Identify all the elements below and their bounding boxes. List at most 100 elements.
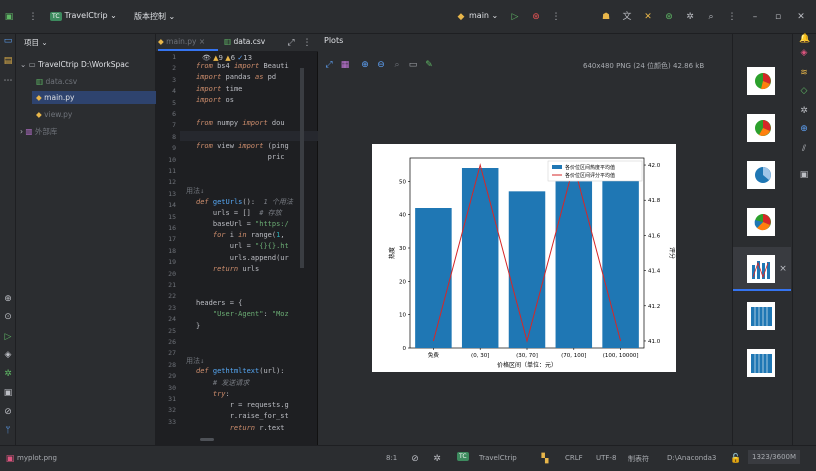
- python-console-icon[interactable]: ⊙: [4, 312, 12, 322]
- fit-image-icon[interactable]: ⤢: [325, 60, 333, 70]
- bar: [508, 191, 546, 348]
- database-icon[interactable]: ≋: [800, 68, 808, 78]
- ai-status-icon[interactable]: ✲: [433, 454, 441, 464]
- weak-warning-icon: ▲: [225, 54, 231, 62]
- close-icon[interactable]: ✕: [797, 12, 805, 22]
- copy-image-icon[interactable]: ▭: [408, 60, 418, 70]
- actual-size-icon[interactable]: ⌕: [394, 60, 400, 70]
- python-interpreter[interactable]: D:\Anaconda3: [667, 454, 717, 462]
- project-panel: 项目 ⌄ ⌄ ▭ TravelCtrip D:\WorkSpac ▥ data.…: [16, 34, 168, 445]
- tab-data-csv[interactable]: ▥ data.csv: [224, 37, 280, 51]
- line-number: 27: [168, 349, 176, 358]
- run-config-selector[interactable]: main ⌄: [469, 11, 499, 20]
- grid-icon[interactable]: ▦: [340, 60, 350, 70]
- tree-item-main-py[interactable]: ◆ main.py: [32, 91, 168, 104]
- main-menu-icon[interactable]: ⋮: [28, 12, 38, 22]
- plot-thumbnail-4[interactable]: [747, 208, 775, 236]
- copilot-icon[interactable]: ◈: [800, 48, 808, 58]
- project-switcher[interactable]: TC TravelCtrip ⌄: [50, 11, 117, 21]
- git-icon[interactable]: ᛘ: [5, 426, 11, 436]
- color-picker-icon[interactable]: ✎: [425, 60, 433, 70]
- settings-icon[interactable]: ⋮: [727, 12, 737, 22]
- plots-panel: Plots ⋮ – ⤢ ▦ ⊕ ⊖ ⌕ ▭ ✎ 640x480 PNG (24 …: [318, 34, 781, 445]
- python-packages-icon[interactable]: ⊕: [4, 294, 12, 304]
- ai-assistant-icon[interactable]: ✲: [686, 12, 694, 22]
- tools-icon[interactable]: ✕: [644, 12, 652, 22]
- code-line-18: urls.append(ur: [196, 254, 289, 262]
- vcs-menu[interactable]: 版本控制 ⌄: [134, 12, 176, 21]
- coverage-icon[interactable]: ◇: [800, 86, 808, 96]
- readonly-icon[interactable]: ⊘: [411, 454, 419, 464]
- code-editor[interactable]: ◆ main.py × ▥ data.csv ⤢ ⋮ 👁 ▲9 ▲6 ✓13 1…: [156, 34, 318, 445]
- terminal-icon[interactable]: ▣: [3, 388, 13, 398]
- plot-thumbnails: ×: [732, 34, 792, 445]
- users-icon[interactable]: ☗: [601, 12, 611, 22]
- plot-thumbnail-7[interactable]: [747, 349, 775, 377]
- code-line-3: import time: [196, 85, 243, 93]
- vertical-scrollbar[interactable]: [300, 68, 304, 268]
- run-icon[interactable]: ▷: [511, 12, 519, 22]
- debug-icon[interactable]: ⊛: [532, 12, 540, 22]
- close-thumbnail-icon[interactable]: ×: [779, 264, 787, 274]
- minimize-icon[interactable]: –: [752, 12, 758, 22]
- project-badge: TC: [50, 12, 62, 21]
- run-tool-icon[interactable]: ▷: [4, 332, 12, 342]
- more-actions-icon[interactable]: ⋮: [551, 12, 561, 22]
- line-number: 6: [172, 110, 176, 118]
- tree-item-data-csv[interactable]: ▥ data.csv: [36, 75, 176, 88]
- inspection-widget[interactable]: 👁 ▲9 ▲6 ✓13: [200, 54, 255, 64]
- problems-icon[interactable]: ⊘: [4, 407, 12, 417]
- close-tab-icon[interactable]: ×: [198, 37, 206, 46]
- python-packages-right-icon[interactable]: ⊕: [800, 124, 808, 134]
- code-line-17: url = "{}{}.ht: [196, 242, 289, 250]
- translate-icon[interactable]: 文: [622, 12, 632, 22]
- tree-external-libs[interactable]: › ▥ 外部库: [20, 127, 58, 136]
- python-icon: ◆: [457, 12, 465, 22]
- project-tool-icon[interactable]: ▭: [3, 36, 13, 46]
- plot-thumbnail-5[interactable]: [747, 255, 775, 283]
- tree-item-view-py[interactable]: ◆ view.py: [36, 108, 176, 121]
- horizontal-scrollbar[interactable]: [200, 438, 214, 441]
- y-tick-label: 20: [399, 279, 406, 285]
- lock-icon[interactable]: 🔓: [730, 454, 742, 464]
- memory-indicator[interactable]: 1323/3600M: [748, 450, 801, 464]
- caret-position[interactable]: 8:1: [386, 454, 398, 462]
- plot-thumbnail-2[interactable]: [747, 114, 775, 142]
- indent-setting[interactable]: 制表符: [628, 455, 649, 463]
- plot-thumbnail-6[interactable]: [747, 302, 775, 330]
- search-icon[interactable]: ⌕: [708, 12, 714, 22]
- code-line-19: return urls: [212, 265, 260, 273]
- documentation-icon[interactable]: ▣: [799, 170, 809, 180]
- line-separator[interactable]: CRLF: [565, 454, 583, 462]
- services-icon[interactable]: ◈: [4, 350, 12, 360]
- file-encoding[interactable]: UTF-8: [596, 454, 617, 462]
- expand-editor-icon[interactable]: ⤢: [287, 38, 295, 48]
- status-project[interactable]: TravelCtrip: [479, 454, 517, 462]
- more-tools-icon[interactable]: ⋯: [3, 76, 13, 86]
- reader-mode-icon[interactable]: 👁: [202, 54, 211, 62]
- app-logo-icon: ▣: [4, 12, 14, 22]
- editor-more-icon[interactable]: ⋮: [302, 38, 312, 48]
- plots-tool-icon[interactable]: ⫽: [801, 144, 806, 154]
- zoom-out-icon[interactable]: ⊖: [377, 60, 385, 70]
- plot-thumbnail-1[interactable]: [747, 67, 775, 95]
- line-number: 11: [168, 167, 176, 175]
- tree-root[interactable]: ⌄ ▭ TravelCtrip D:\WorkSpac: [20, 60, 130, 69]
- y-tick-label: 10: [399, 313, 406, 319]
- maximize-icon[interactable]: ▫: [774, 12, 782, 22]
- project-panel-header[interactable]: 项目 ⌄: [24, 38, 48, 47]
- plot-thumbnail-3[interactable]: [747, 161, 775, 189]
- line-number: 19: [168, 258, 176, 267]
- plot-thumbnail-selected-row[interactable]: ×: [733, 247, 791, 291]
- sciview-icon[interactable]: ✲: [800, 106, 808, 116]
- notifications-icon[interactable]: 🔔: [799, 34, 811, 44]
- editor-tabs: ◆ main.py × ▥ data.csv ⤢ ⋮: [156, 34, 318, 52]
- structure-tool-icon[interactable]: ▤: [3, 56, 13, 66]
- tab-main-py[interactable]: ◆ main.py ×: [158, 37, 218, 51]
- plugin-icon[interactable]: ⊛: [665, 12, 673, 22]
- debug-tool-icon[interactable]: ✲: [4, 369, 12, 379]
- status-bar: ▣ myplot.png 8:1 ⊘ ✲ TC TravelCtrip ▚ CR…: [0, 445, 816, 471]
- status-file[interactable]: myplot.png: [17, 454, 57, 462]
- zoom-in-icon[interactable]: ⊕: [361, 60, 369, 70]
- right-tool-strip: 🔔 ◈ ≋ ◇ ✲ ⊕ ⫽ ▣: [792, 34, 816, 445]
